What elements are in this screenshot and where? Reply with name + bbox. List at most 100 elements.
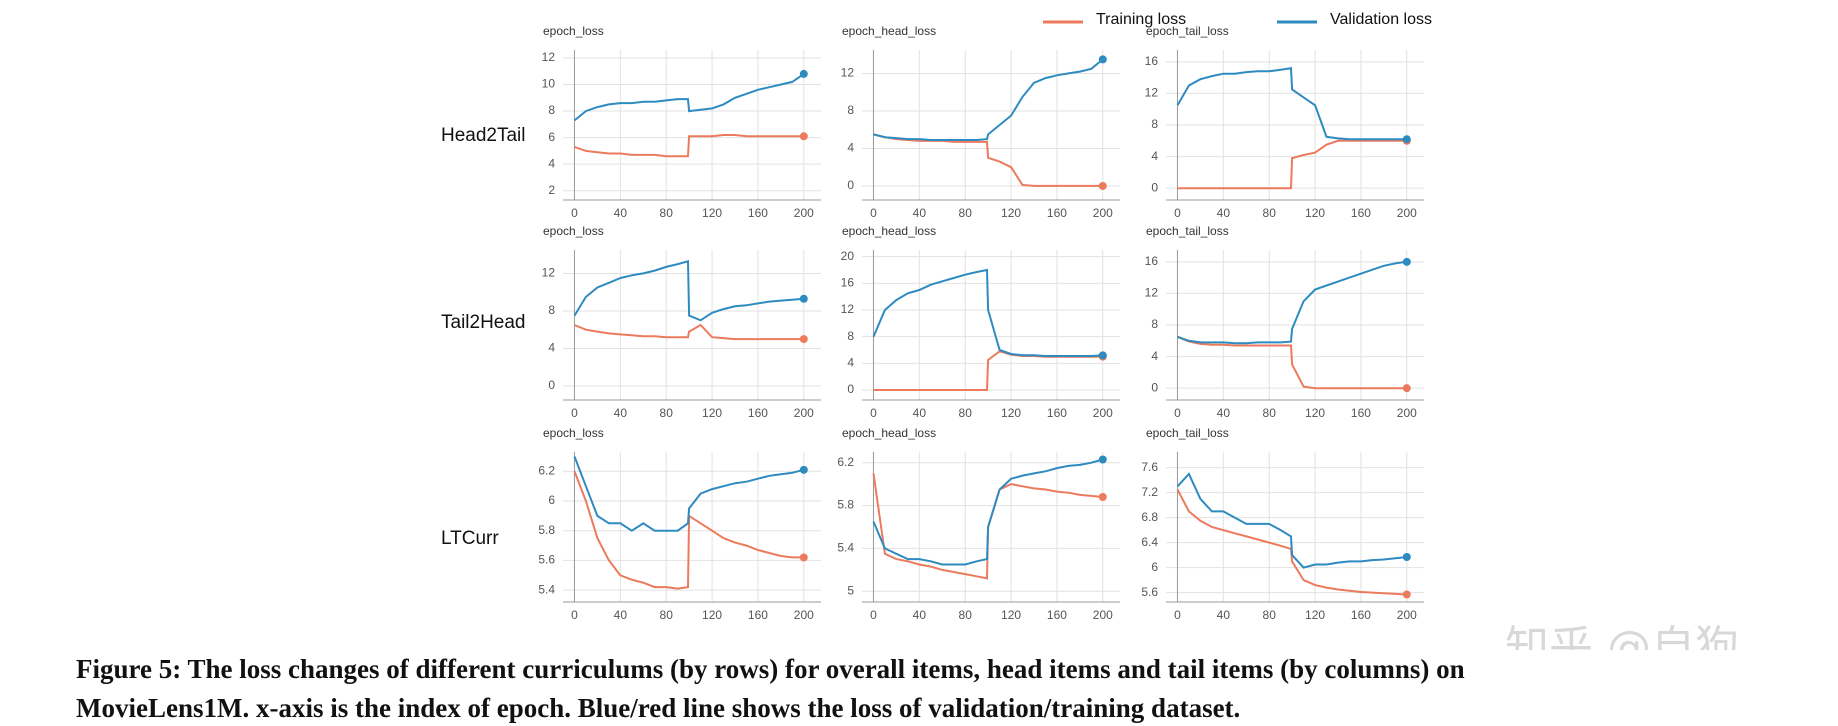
y-tick-label: 5.8	[837, 498, 854, 512]
y-tick-label: 0	[847, 382, 854, 396]
x-tick-label: 0	[1174, 206, 1181, 220]
x-tick-label: 200	[794, 206, 814, 220]
row-label: Head2Tail	[441, 125, 526, 146]
end-point	[1098, 455, 1107, 464]
chart-title: epoch_loss	[543, 426, 604, 440]
end-point	[799, 132, 808, 141]
chart-title: epoch_tail_loss	[1146, 224, 1229, 238]
x-tick-label: 40	[614, 206, 628, 220]
x-tick-label: 40	[1217, 608, 1231, 622]
x-tick-label: 200	[1093, 406, 1113, 420]
x-tick-label: 80	[1263, 608, 1277, 622]
series-line	[1177, 335, 1407, 390]
series-line	[574, 134, 804, 158]
y-tick-label: 7.6	[1141, 460, 1158, 474]
y-tick-label: 8	[1151, 317, 1158, 331]
y-tick-label: 5.4	[837, 541, 854, 555]
y-tick-label: 6	[1151, 560, 1158, 574]
y-tick-label: 4	[847, 356, 854, 370]
x-tick-label: 80	[1263, 206, 1277, 220]
row-label: LTCurr	[441, 528, 499, 549]
x-tick-label: 0	[870, 406, 877, 420]
series-line	[873, 133, 1103, 187]
x-tick-label: 80	[959, 608, 973, 622]
y-tick-label: 6.4	[1141, 535, 1158, 549]
x-tick-label: 200	[1397, 206, 1417, 220]
x-tick-label: 200	[1397, 608, 1417, 622]
x-tick-label: 160	[1351, 406, 1371, 420]
y-tick-label: 6	[548, 493, 555, 507]
y-tick-label: 6.8	[1141, 510, 1158, 524]
legend-label: Validation loss	[1330, 11, 1432, 28]
chart-grid: 知乎 @自狗 Head2Tail Tail2Head LTCurr epoch_los…	[441, 11, 1739, 673]
x-tick-label: 160	[748, 206, 768, 220]
x-tick-label: 160	[1351, 608, 1371, 622]
x-tick-label: 120	[1001, 608, 1021, 622]
y-tick-label: 5.4	[538, 582, 555, 596]
chart-title: epoch_head_loss	[842, 224, 936, 238]
y-tick-label: 0	[1151, 380, 1158, 394]
x-tick-label: 160	[1047, 206, 1067, 220]
caption-line: Figure 5: The loss changes of different …	[76, 654, 1465, 684]
end-point	[1098, 351, 1107, 360]
x-tick-label: 120	[702, 206, 722, 220]
x-tick-label: 40	[913, 406, 927, 420]
x-tick-label: 160	[1351, 206, 1371, 220]
y-tick-label: 4	[1151, 349, 1158, 363]
series-line	[1177, 260, 1407, 345]
y-tick-label: 2	[548, 183, 555, 197]
end-point	[799, 553, 808, 562]
series-line	[573, 470, 804, 590]
caption: Figure 5: The loss changes of different …	[76, 650, 1836, 726]
x-tick-label: 40	[913, 608, 927, 622]
chart-title: epoch_tail_loss	[1146, 24, 1229, 38]
series-line	[872, 268, 1103, 357]
end-point	[799, 335, 808, 344]
x-tick-label: 0	[571, 608, 578, 622]
end-point	[799, 69, 808, 78]
y-tick-label: 5	[847, 583, 854, 597]
x-tick-label: 120	[1305, 206, 1325, 220]
x-tick-label: 80	[660, 206, 674, 220]
y-tick-label: 16	[1145, 54, 1159, 68]
y-tick-label: 5.6	[538, 553, 555, 567]
x-tick-label: 200	[1397, 406, 1417, 420]
x-tick-label: 160	[748, 608, 768, 622]
legend-label: Training loss	[1096, 11, 1186, 28]
x-tick-label: 80	[660, 406, 674, 420]
x-tick-label: 120	[1305, 608, 1325, 622]
x-tick-label: 120	[702, 608, 722, 622]
y-tick-label: 12	[542, 50, 556, 64]
y-tick-label: 8	[1151, 117, 1158, 131]
y-tick-label: 5.8	[538, 523, 555, 537]
y-tick-label: 8	[847, 329, 854, 343]
series-line	[872, 458, 1104, 566]
x-tick-label: 40	[614, 406, 628, 420]
y-tick-label: 4	[548, 341, 555, 355]
x-tick-label: 120	[1001, 206, 1021, 220]
y-tick-label: 0	[1151, 180, 1158, 194]
y-tick-label: 5.6	[1141, 585, 1158, 599]
y-tick-label: 7.2	[1141, 485, 1158, 499]
series-line	[573, 456, 805, 532]
end-point	[1402, 553, 1411, 561]
end-point	[1402, 135, 1411, 144]
y-tick-label: 6.2	[538, 463, 555, 477]
end-point	[799, 294, 808, 303]
series-line	[573, 259, 804, 322]
y-tick-label: 6.2	[837, 455, 854, 469]
y-tick-label: 8	[847, 103, 854, 117]
y-tick-label: 6	[548, 130, 555, 144]
end-point	[799, 465, 808, 474]
series-line	[873, 58, 1104, 141]
y-tick-label: 8	[548, 303, 555, 317]
watermark: 知乎 @自狗	[1505, 622, 1739, 650]
x-tick-label: 40	[1217, 206, 1231, 220]
y-tick-label: 12	[1145, 86, 1159, 100]
end-point	[1098, 55, 1107, 64]
x-tick-label: 120	[1305, 406, 1325, 420]
end-point	[1402, 257, 1411, 266]
x-tick-label: 160	[1047, 406, 1067, 420]
chart-title: epoch_loss	[543, 24, 604, 38]
x-tick-label: 200	[1093, 608, 1113, 622]
